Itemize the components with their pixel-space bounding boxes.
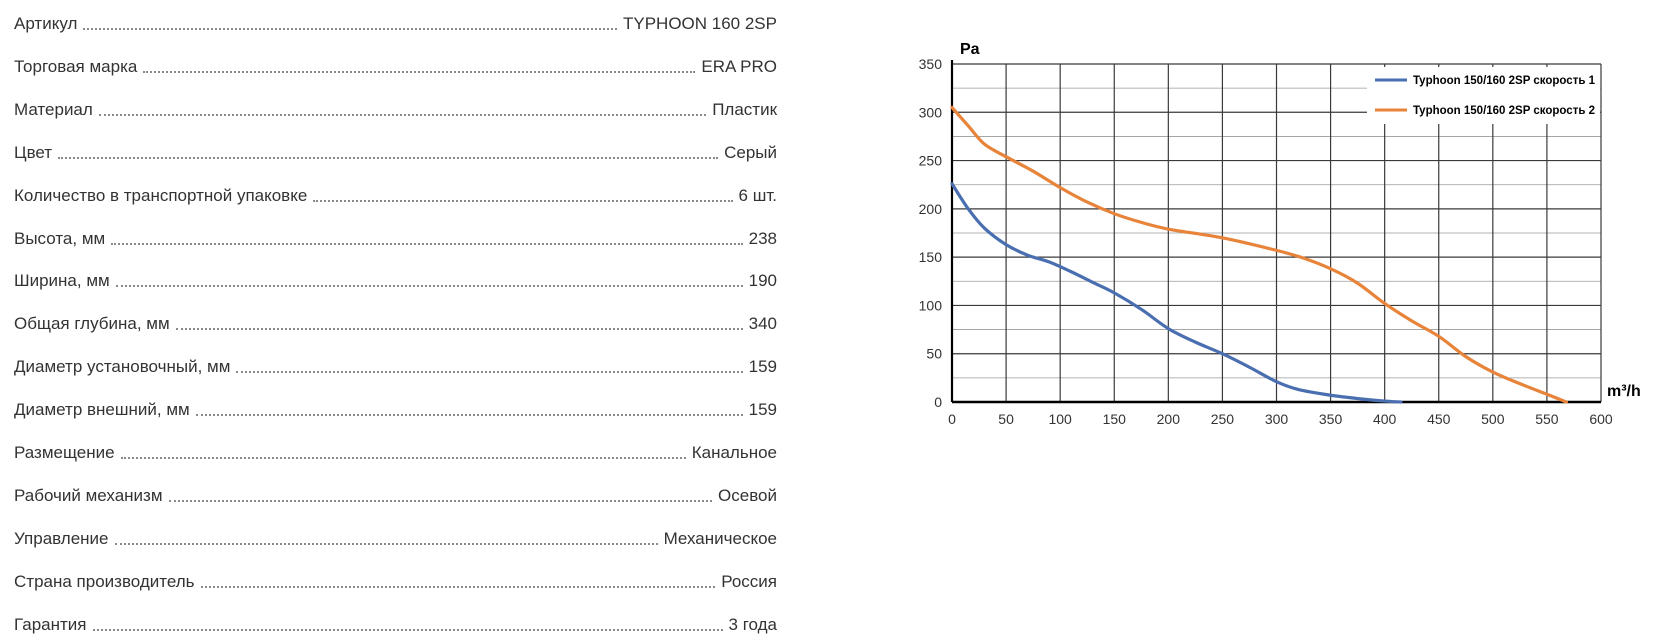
y-tick-label: 250 xyxy=(919,153,943,169)
x-tick-label: 200 xyxy=(1157,411,1181,427)
y-tick-label: 0 xyxy=(934,394,942,410)
y-tick-label: 100 xyxy=(919,297,943,313)
spec-label: Материал xyxy=(14,99,99,120)
spec-label: Торговая марка xyxy=(14,56,144,77)
x-axis-ticks: 0 50 100 150 200 250 300 350 400 450 500 550 600 xyxy=(948,411,1613,427)
spec-label: Цвет xyxy=(14,142,59,163)
y-axis-ticks: 0 50 100 150 200 250 300 350 xyxy=(919,56,943,410)
spec-row: Артикул TYPHOON 160 2SP xyxy=(14,8,777,34)
spec-leader-dots xyxy=(313,199,733,202)
spec-value: Серый xyxy=(724,142,777,162)
x-tick-label: 450 xyxy=(1427,411,1451,427)
spec-value: Осевой xyxy=(718,485,777,505)
spec-row: Управление Механическое xyxy=(14,523,777,549)
spec-value: 159 xyxy=(748,400,777,420)
x-tick-label: 0 xyxy=(948,411,956,427)
spec-value: Пластик xyxy=(712,99,777,119)
spec-leader-dots xyxy=(114,542,658,545)
spec-row: Страна производитель Россия xyxy=(14,566,777,592)
spec-value: 190 xyxy=(748,271,777,291)
spec-label: Страна производитель xyxy=(14,571,201,592)
x-tick-label: 500 xyxy=(1481,411,1505,427)
spec-label: Гарантия xyxy=(14,614,93,635)
spec-label: Высота, мм xyxy=(14,228,112,249)
spec-value: Россия xyxy=(721,571,777,591)
y-axis-label: Pa xyxy=(960,41,980,58)
x-tick-label: 400 xyxy=(1373,411,1397,427)
y-tick-label: 200 xyxy=(919,201,943,217)
spec-label: Рабочий механизм xyxy=(14,485,169,506)
y-tick-label: 350 xyxy=(919,56,943,72)
x-tick-label: 350 xyxy=(1319,411,1343,427)
spec-value: 6 шт. xyxy=(738,185,777,205)
series-line xyxy=(950,182,1403,404)
spec-row: Торговая марка ERA PRO xyxy=(14,51,777,77)
y-tick-label: 150 xyxy=(919,249,943,265)
spec-leader-dots xyxy=(175,328,743,331)
spec-row: Ширина, мм 190 xyxy=(14,265,777,292)
chart-series xyxy=(950,105,1568,404)
spec-row: Диаметр установочный, мм 159 xyxy=(14,351,777,378)
spec-label: Диаметр установочный, мм xyxy=(14,357,237,378)
spec-label: Ширина, мм xyxy=(14,271,116,292)
spec-leader-dots xyxy=(143,70,696,73)
legend-label: Typhoon 150/160 2SP скорость 2 xyxy=(1413,105,1595,117)
spec-row: Цвет Серый xyxy=(14,137,777,163)
spec-leader-dots xyxy=(111,242,743,245)
spec-leader-dots xyxy=(120,457,686,459)
spec-row: Гарантия 3 года xyxy=(14,609,777,635)
spec-leader-dots xyxy=(115,285,743,288)
x-tick-label: 250 xyxy=(1211,411,1235,427)
spec-row: Диаметр внешний, мм 159 xyxy=(14,394,777,421)
spec-row: Общая глубина, мм 340 xyxy=(14,308,777,335)
x-axis-label: m³/h xyxy=(1607,383,1641,400)
spec-row: Размещение Канальное xyxy=(14,437,777,463)
spec-leader-dots xyxy=(195,414,743,417)
y-tick-label: 50 xyxy=(926,346,942,362)
spec-row: Материал Пластик xyxy=(14,94,777,120)
spec-label: Диаметр внешний, мм xyxy=(14,400,196,421)
spec-row: Количество в транспортной упаковке 6 шт. xyxy=(14,180,777,206)
spec-value: 238 xyxy=(748,228,777,248)
spec-label: Управление xyxy=(14,528,115,549)
legend-box xyxy=(1367,67,1600,124)
x-tick-label: 600 xyxy=(1589,411,1613,427)
spec-value: Канальное xyxy=(691,443,777,462)
spec-value: 159 xyxy=(748,357,777,377)
spec-value: 3 года xyxy=(728,614,777,634)
spec-leader-dots xyxy=(92,628,723,631)
spec-leader-dots xyxy=(58,156,719,159)
spec-row: Рабочий механизм Осевой xyxy=(14,480,777,506)
chart-legend: Typhoon 150/160 2SP скорость 1 Typhoon 15… xyxy=(1367,67,1600,124)
series-line xyxy=(950,105,1568,404)
spec-leader-dots xyxy=(236,371,743,374)
spec-label: Артикул xyxy=(14,14,84,34)
spec-value: ERA PRO xyxy=(701,56,777,76)
spec-leader-dots xyxy=(98,113,707,116)
spec-label: Количество в транспортной упаковке xyxy=(14,185,314,206)
x-tick-label: 550 xyxy=(1535,411,1559,427)
x-tick-label: 300 xyxy=(1265,411,1289,427)
spec-leader-dots xyxy=(83,28,617,30)
x-tick-label: 150 xyxy=(1103,411,1127,427)
y-tick-label: 300 xyxy=(919,104,943,120)
spec-label: Размещение xyxy=(14,443,121,463)
spec-value: TYPHOON 160 2SP xyxy=(622,14,777,33)
x-tick-label: 100 xyxy=(1048,411,1072,427)
x-tick-label: 50 xyxy=(998,411,1014,427)
spec-leader-dots xyxy=(168,499,713,502)
spec-value: Механическое xyxy=(663,528,777,548)
legend-label: Typhoon 150/160 2SP скорость 1 xyxy=(1413,75,1596,87)
chart-axes xyxy=(950,60,1601,404)
spec-value: 340 xyxy=(748,314,777,334)
chart-grid xyxy=(951,63,1602,403)
spec-row: Высота, мм 238 xyxy=(14,223,777,249)
spec-leader-dots xyxy=(200,585,716,588)
spec-label: Общая глубина, мм xyxy=(14,314,176,335)
